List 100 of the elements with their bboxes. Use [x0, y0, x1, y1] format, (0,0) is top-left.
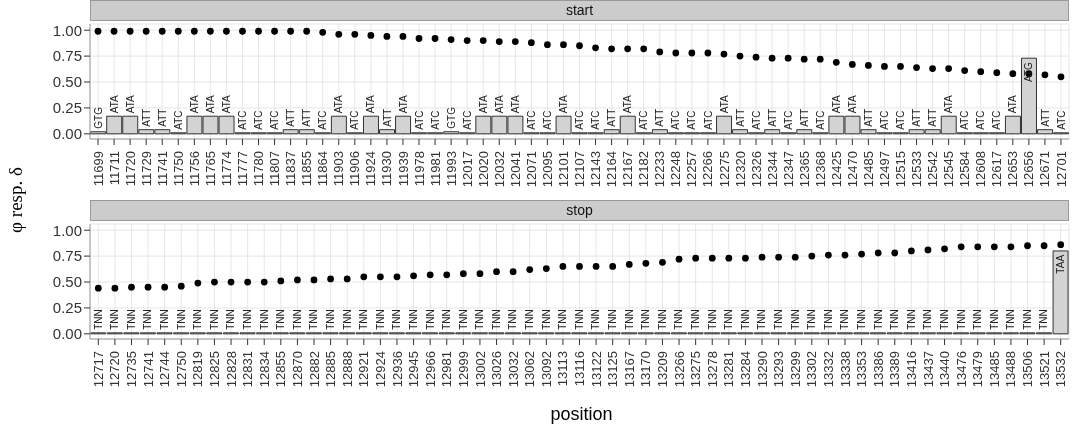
- data-label: ATA: [188, 94, 200, 114]
- data-label: TNN: [739, 309, 751, 330]
- data-label: TNN: [341, 309, 353, 330]
- data-label: ATA: [477, 94, 489, 114]
- data-label: TNN: [955, 309, 967, 330]
- data-label: TNN: [1021, 309, 1033, 330]
- x-tick-label: 11993: [443, 151, 459, 187]
- x-tick-label: 11750: [170, 151, 186, 187]
- data-label: TNN: [142, 309, 154, 330]
- data-label: ATC: [959, 110, 971, 130]
- data-label: ATC: [879, 110, 891, 130]
- data-label: TNN: [474, 309, 486, 330]
- data-label: ATT: [863, 108, 874, 127]
- point: [974, 243, 982, 251]
- point: [559, 263, 567, 270]
- point: [327, 275, 334, 283]
- x-tick-label: 12834: [256, 351, 272, 388]
- point: [227, 278, 235, 286]
- x-tick-label: 12882: [306, 351, 322, 388]
- data-label: ATT: [766, 108, 778, 127]
- x-tick-label: 12701: [1053, 151, 1069, 188]
- x-tick-label: 13032: [505, 351, 521, 388]
- y-tick-label: 0.00: [52, 125, 82, 143]
- x-tick-label: 12032: [491, 151, 507, 188]
- data-label: ATC: [638, 110, 650, 130]
- data-label: ATA: [509, 94, 521, 114]
- x-tick-label: 13389: [887, 351, 903, 388]
- point: [459, 270, 467, 278]
- x-tick-label: 11855: [299, 151, 315, 187]
- x-tick-label: 12515: [893, 151, 909, 188]
- data-label: ATC: [253, 110, 265, 130]
- data-label: TNN: [988, 309, 1000, 330]
- x-tick-label: 12831: [240, 351, 256, 388]
- data-label: TNN: [772, 309, 784, 330]
- data-label: GTG: [92, 106, 104, 129]
- point: [791, 253, 799, 261]
- data-label: ATT: [606, 108, 618, 127]
- y-tick-label: 0.75: [52, 47, 82, 65]
- x-tick-label: 12344: [764, 151, 780, 188]
- data-label: TNN: [192, 309, 204, 330]
- x-tick-label: 12233: [652, 151, 668, 188]
- x-tick-label: 13332: [820, 351, 836, 388]
- x-tick-label: 12266: [700, 151, 716, 188]
- x-tick-label: 13302: [804, 351, 820, 388]
- data-label: ATA: [124, 94, 136, 114]
- y-tick-label: 1.00: [52, 221, 82, 239]
- data-label: ATC: [429, 110, 441, 130]
- chart-title: start: [90, 0, 1069, 21]
- x-tick-label: 11729: [138, 151, 154, 187]
- x-tick-label: 12182: [636, 151, 652, 188]
- x-tick-label: 13440: [937, 351, 953, 388]
- data-label: ATA: [558, 94, 570, 114]
- data-label: TNN: [822, 309, 834, 330]
- point: [493, 268, 500, 276]
- point: [294, 276, 301, 284]
- data-label: TNN: [607, 309, 619, 330]
- point: [609, 263, 617, 270]
- x-tick-label: 13479: [970, 351, 986, 388]
- x-tick-label: 12470: [844, 151, 860, 188]
- data-label: ATA: [846, 94, 858, 114]
- data-label: ATT: [927, 108, 939, 127]
- point: [907, 247, 915, 255]
- data-label: TNN: [789, 309, 801, 330]
- x-tick-label: 12143: [588, 151, 604, 188]
- x-tick-label: 13521: [1036, 351, 1052, 388]
- data-label: ATC: [349, 110, 361, 130]
- point: [526, 266, 534, 273]
- x-tick-label: 13293: [771, 351, 787, 388]
- point: [957, 243, 965, 251]
- data-label: ATA: [333, 94, 345, 114]
- x-tick-label: 11924: [363, 151, 379, 187]
- chart-title: stop: [90, 200, 1069, 221]
- data-label: ATT: [301, 108, 313, 127]
- data-label: ATC: [237, 110, 249, 130]
- x-tick-label: 12870: [289, 351, 305, 388]
- data-label: TNN: [324, 309, 336, 330]
- x-tick-label: 13386: [870, 351, 886, 388]
- x-tick-label: 13506: [1020, 351, 1036, 388]
- x-tick-label: 13353: [854, 351, 870, 388]
- point: [94, 284, 102, 292]
- data-label: TNN: [623, 309, 635, 330]
- x-tick-label: 12347: [780, 151, 796, 188]
- x-tick-label: 12828: [223, 351, 239, 388]
- x-tick-label: 12717: [90, 351, 106, 388]
- data-label: ATC: [525, 110, 537, 130]
- data-label: TNN: [441, 309, 453, 330]
- data-label: ATG: [1023, 61, 1035, 83]
- point: [725, 254, 733, 262]
- x-tick-label: 13284: [737, 351, 753, 388]
- point: [476, 270, 484, 278]
- x-tick-label: 12888: [339, 351, 355, 388]
- point: [858, 250, 865, 258]
- data-label: TNN: [573, 309, 585, 330]
- x-tick-label: 12542: [925, 151, 941, 188]
- x-tick-label: 12485: [860, 151, 876, 188]
- data-label: TNN: [872, 309, 884, 330]
- x-tick-label: 13485: [986, 351, 1002, 388]
- x-tick-label: 12999: [455, 351, 471, 388]
- data-label: TNN: [291, 309, 303, 330]
- data-label: ATT: [140, 108, 152, 127]
